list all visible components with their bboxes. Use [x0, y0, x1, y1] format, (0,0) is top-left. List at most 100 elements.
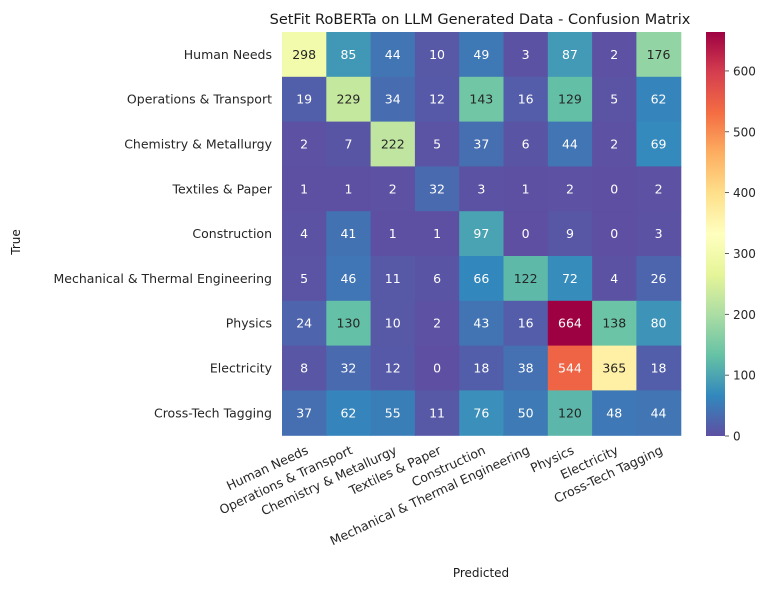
cell-value-label: 4	[300, 226, 308, 241]
cell-value-label: 7	[344, 137, 352, 152]
heatmap-cell	[370, 345, 416, 391]
cell-value-label: 10	[385, 316, 401, 331]
cell-value-label: 80	[651, 316, 667, 331]
heatmap-cell	[547, 32, 593, 78]
cell-value-label: 76	[473, 405, 489, 420]
heatmap-cell	[592, 76, 637, 123]
heatmap-cell	[636, 121, 682, 167]
cell-value-label: 2	[300, 137, 308, 152]
cell-value-label: 5	[300, 271, 308, 286]
heatmap-cell	[592, 121, 637, 167]
row-tick-label: Chemistry & Metallurgy	[124, 137, 272, 152]
x-axis-label: Predicted	[453, 566, 509, 580]
heatmap-cell	[636, 76, 682, 123]
cell-value-label: 44	[385, 47, 401, 62]
heatmap-cell	[547, 300, 593, 347]
cell-value-label: 1	[433, 226, 441, 241]
heatmap-cell	[547, 345, 593, 391]
heatmap-cell	[503, 76, 549, 123]
heatmap-cell	[326, 390, 372, 436]
cell-value-label: 32	[429, 181, 445, 196]
cell-value-label: 298	[292, 47, 316, 62]
cell-value-label: 0	[610, 181, 618, 196]
heatmap-cell	[370, 390, 416, 436]
cell-value-label: 37	[296, 405, 312, 420]
cell-value-label: 1	[300, 181, 308, 196]
cell-value-label: 122	[514, 271, 538, 286]
cell-value-label: 544	[558, 361, 582, 376]
heatmap-cell	[592, 390, 637, 436]
cell-value-label: 2	[610, 47, 618, 62]
cell-value-label: 2	[610, 137, 618, 152]
cell-value-label: 37	[473, 137, 489, 152]
cell-value-label: 2	[389, 181, 397, 196]
cell-value-label: 6	[522, 137, 530, 152]
heatmap-cell	[503, 211, 549, 257]
heatmap-cell	[414, 121, 460, 167]
heatmap-cell	[326, 166, 372, 212]
heatmap-cell	[592, 345, 637, 391]
colorbar-tick-label: 200	[733, 308, 756, 322]
cell-value-label: 138	[602, 316, 626, 331]
cell-value-label: 2	[433, 316, 441, 331]
cell-value-label: 4	[610, 271, 618, 286]
colorbar-ticks: 0 100 200 300 400 500 600	[725, 64, 756, 444]
heatmap-cell	[370, 32, 416, 78]
cell-value-label: 41	[340, 226, 356, 241]
cell-value-label: 12	[429, 92, 445, 107]
heatmap-cell	[592, 166, 637, 212]
cell-value-label: 365	[602, 361, 626, 376]
cell-value-label: 222	[381, 137, 405, 152]
cell-value-label: 0	[433, 361, 441, 376]
cell-value-label: 1	[389, 226, 397, 241]
row-tick-label: Human Needs	[184, 47, 272, 62]
cell-value-label: 62	[340, 405, 356, 420]
cell-value-label: 85	[340, 47, 356, 62]
heatmap-cell	[547, 256, 593, 302]
heatmap-cell	[370, 256, 416, 302]
heatmap-cell	[459, 211, 505, 257]
heatmap-cell	[636, 211, 682, 257]
colorbar-tick-label: 500	[733, 125, 756, 139]
cell-value-label: 130	[337, 316, 361, 331]
heatmap-cell	[503, 390, 549, 436]
cell-value-label: 24	[296, 316, 312, 331]
cell-value-label: 2	[655, 181, 663, 196]
cell-value-label: 10	[429, 47, 445, 62]
heatmap-cell	[459, 345, 505, 391]
heatmap-cell	[326, 300, 372, 347]
cell-value-label: 55	[385, 405, 401, 420]
heatmap-cell	[414, 256, 460, 302]
heatmap-cell	[414, 300, 460, 347]
heatmap-cell	[326, 76, 372, 123]
row-tick-label: Electricity	[210, 361, 273, 376]
cell-value-label: 11	[429, 405, 445, 420]
colorbar	[706, 32, 725, 436]
heatmap-cell	[592, 32, 637, 78]
row-tick-label: Textiles & Paper	[171, 181, 272, 196]
heatmap-cell	[282, 345, 327, 391]
cell-value-label: 0	[610, 226, 618, 241]
cell-value-label: 143	[469, 92, 493, 107]
cell-value-label: 87	[562, 47, 578, 62]
heatmap-cell	[282, 211, 327, 257]
heatmap-cell	[547, 390, 593, 436]
heatmap-cell	[459, 300, 505, 347]
heatmap-cell	[370, 211, 416, 257]
cell-value-label: 229	[337, 92, 361, 107]
heatmap-cell	[414, 166, 460, 212]
row-tick-labels: Human Needs Operations & Transport Chemist…	[54, 47, 273, 420]
cell-value-label: 16	[518, 92, 534, 107]
cell-value-label: 6	[433, 271, 441, 286]
cell-value-label: 43	[473, 316, 489, 331]
colorbar-tick-label: 0	[733, 430, 741, 444]
cell-value-label: 3	[522, 47, 530, 62]
heatmap-cell	[326, 211, 372, 257]
heatmap-cell	[636, 256, 682, 302]
colorbar-tick-label: 600	[733, 64, 756, 78]
heatmap-cell	[459, 390, 505, 436]
heatmap-cell	[282, 390, 327, 436]
cell-value-label: 32	[340, 361, 356, 376]
